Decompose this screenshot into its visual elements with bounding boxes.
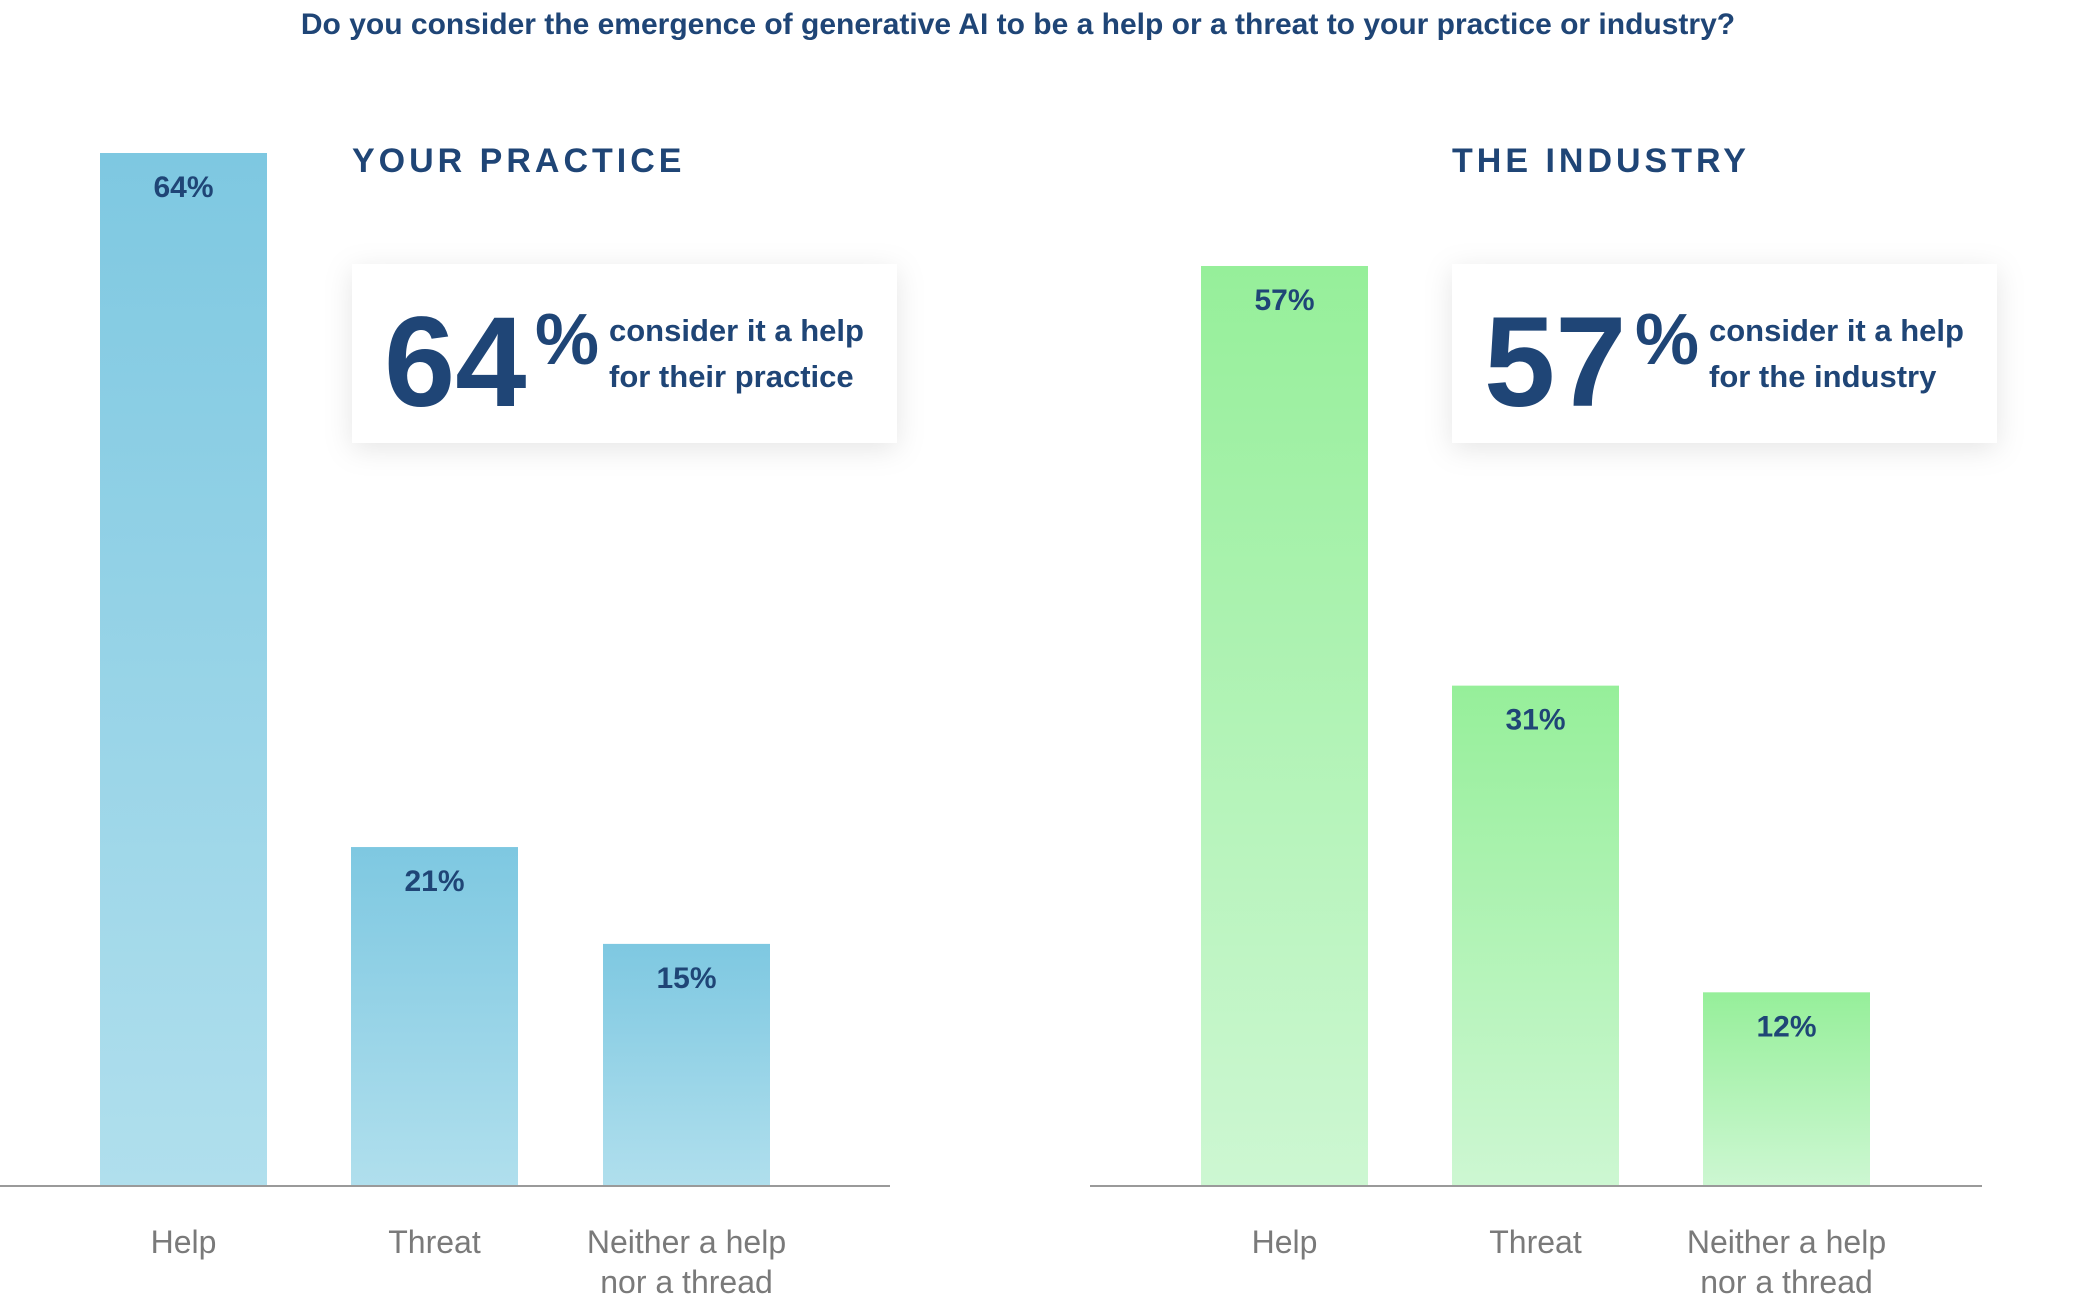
category-label: Neither a help [587, 1224, 786, 1260]
callout-number: 64 [384, 291, 526, 434]
callout-percent: % [1635, 300, 1699, 380]
category-label: Threat [388, 1224, 481, 1260]
category-label: nor a thread [1700, 1264, 1873, 1300]
category-label: Help [1252, 1224, 1318, 1260]
bar-threat [1452, 685, 1619, 1186]
bar-value-label: 57% [1254, 284, 1314, 317]
panel-title: YOUR PRACTICE [352, 142, 685, 180]
category-label: Neither a help [1687, 1224, 1886, 1260]
callout-text-line-2: for the industry [1709, 359, 1937, 394]
callout-text-line-1: consider it a help [609, 313, 864, 348]
bar-value-label: 21% [404, 865, 464, 898]
panel-the-industry: THE INDUSTRY 57% Help 31% Threat 12% Neither a… [1090, 142, 1997, 1300]
bar-help [1201, 265, 1368, 1186]
callout-number: 57 [1484, 291, 1626, 434]
bar-value-label: 15% [656, 962, 716, 995]
bar-threat [351, 847, 518, 1186]
chart-title: Do you consider the emergence of generat… [301, 8, 1735, 41]
bar-value-label: 31% [1505, 704, 1565, 737]
bar-value-label: 12% [1756, 1010, 1816, 1043]
callout-card-background [352, 264, 897, 443]
bar-value-label: 64% [153, 171, 213, 204]
callout-card-background [1452, 264, 1997, 443]
category-label: Help [151, 1224, 217, 1260]
callout-text-line-2: for their practice [609, 359, 854, 394]
panel-your-practice: YOUR PRACTICE 64% Help 21% Threat 15% Neither … [0, 142, 897, 1300]
bar-neither-a-help-nor-a-thread [1703, 992, 1870, 1186]
callout-text-line-1: consider it a help [1709, 313, 1964, 348]
bar-help [100, 153, 267, 1186]
category-label: nor a thread [600, 1264, 773, 1300]
category-label: Threat [1489, 1224, 1582, 1260]
panel-title: THE INDUSTRY [1452, 142, 1750, 180]
callout-percent: % [535, 300, 599, 380]
callout-card: 64% consider it a help for their practice [352, 264, 897, 443]
bar-neither-a-help-nor-a-thread [603, 943, 770, 1186]
callout-card: 57% consider it a help for the industry [1452, 264, 1997, 443]
